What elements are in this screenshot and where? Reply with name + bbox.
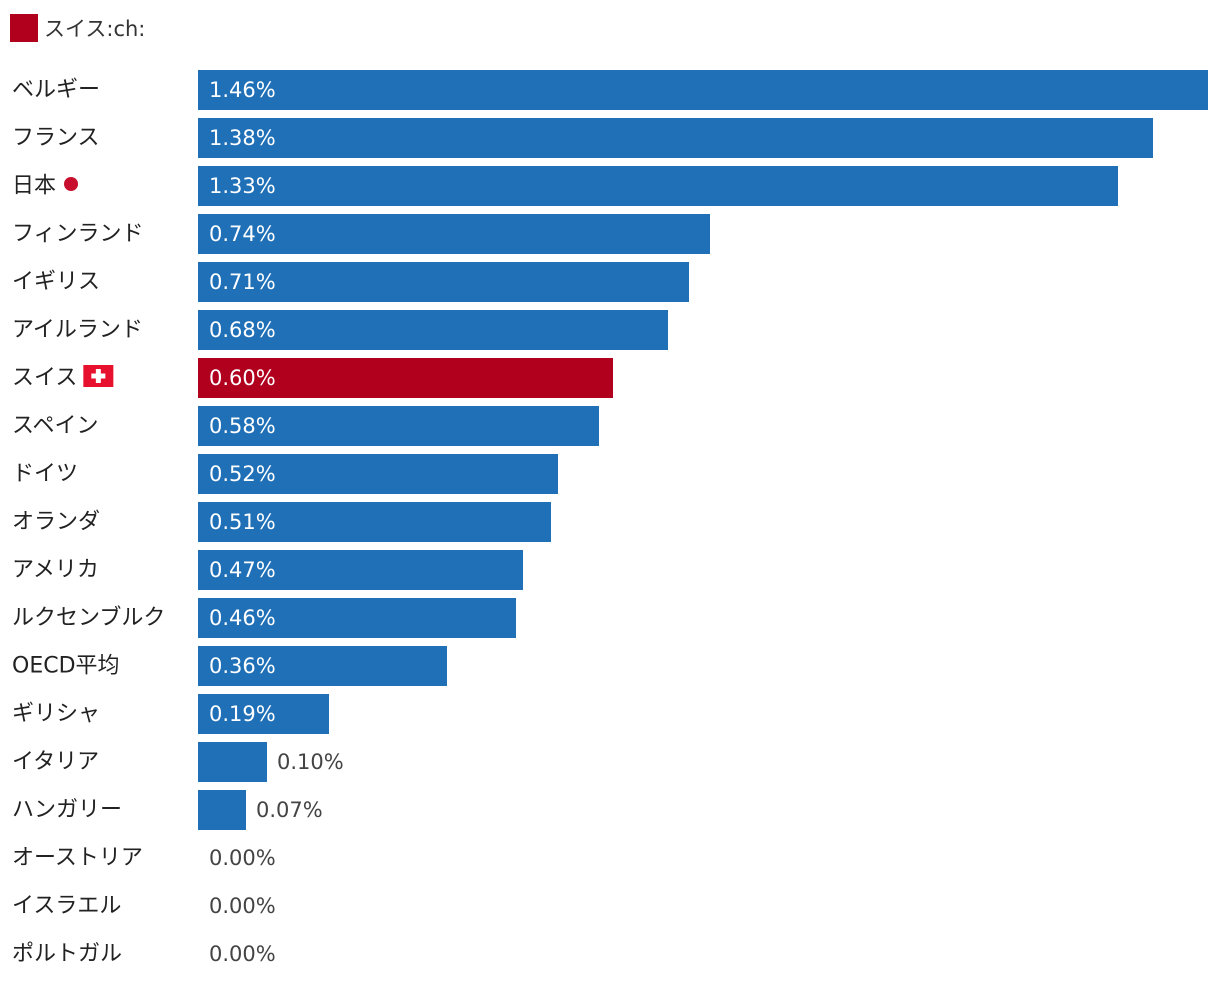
category-label: 日本 [12, 174, 56, 199]
category-label: ルクセンブルク [12, 606, 165, 631]
bar-7 [198, 406, 599, 446]
legend-swatch [10, 14, 38, 42]
bar-3 [198, 214, 710, 254]
bar-1 [198, 118, 1153, 158]
value-label: 0.19% [209, 702, 276, 726]
value-label: 0.52% [209, 462, 276, 486]
value-label: 1.46% [209, 78, 276, 102]
bar-5 [198, 310, 668, 350]
value-label: 0.60% [209, 366, 276, 390]
bar-2 [198, 166, 1118, 206]
bar-11 [198, 598, 516, 638]
category-label: ギリシャ [12, 702, 100, 727]
legend-label: スイス:ch: [44, 17, 146, 41]
value-label: 0.36% [209, 654, 276, 678]
category-label: イギリス [12, 270, 100, 295]
bar-9 [198, 502, 551, 542]
value-label: 0.00% [209, 942, 276, 966]
value-label: 0.00% [209, 846, 276, 870]
category-label: ポルトガル [12, 942, 122, 967]
bar-15 [198, 790, 246, 830]
category-label: ベルギー [12, 78, 100, 103]
swiss-flag-icon [83, 365, 114, 387]
category-label: イスラエル [12, 894, 121, 919]
category-label: スペイン [12, 414, 98, 439]
bar-12 [198, 646, 447, 686]
value-label: 1.33% [209, 174, 276, 198]
value-label: 0.68% [209, 318, 276, 342]
bar-6 [198, 358, 613, 398]
category-label: OECD平均 [12, 654, 120, 679]
category-label: オランダ [12, 510, 100, 535]
value-label: 0.10% [277, 750, 344, 774]
category-label: アメリカ [12, 558, 99, 583]
bar-4 [198, 262, 689, 302]
category-label: ドイツ [12, 462, 78, 487]
category-label: アイルランド [12, 318, 143, 343]
category-label: フィンランド [12, 222, 144, 247]
value-label: 1.38% [209, 126, 276, 150]
category-label: フランス [12, 126, 100, 151]
bar-8 [198, 454, 558, 494]
bar-14 [198, 742, 267, 782]
bar-0 [198, 70, 1208, 110]
value-label: 0.00% [209, 894, 276, 918]
value-label: 0.74% [209, 222, 276, 246]
value-label: 0.58% [209, 414, 276, 438]
value-label: 0.07% [256, 798, 323, 822]
category-label: オーストリア [12, 846, 143, 871]
category-label: イタリア [12, 750, 99, 775]
value-label: 0.51% [209, 510, 276, 534]
category-label: スイス [12, 366, 77, 391]
value-label: 0.46% [209, 606, 276, 630]
legend: スイス:ch: [10, 13, 145, 43]
bar-13 [198, 694, 329, 734]
category-label: ハンガリー [12, 798, 122, 823]
value-label: 0.71% [209, 270, 276, 294]
bar-10 [198, 550, 523, 590]
japan-flag-icon [64, 177, 79, 191]
value-label: 0.47% [209, 558, 276, 582]
